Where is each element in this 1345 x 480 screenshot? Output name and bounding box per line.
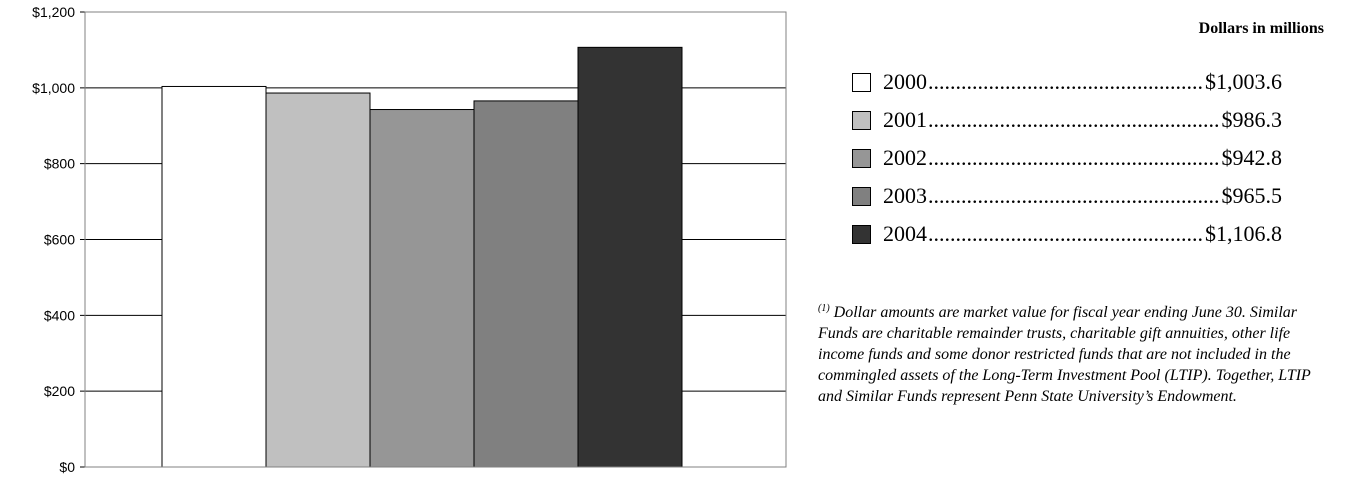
footnote: (1) Dollar amounts are market value for … [818,302,1318,407]
bar-2003 [473,100,579,468]
bars [161,46,683,468]
legend-swatch [852,110,871,130]
bar-2004 [577,46,683,468]
legend-swatch [852,224,871,244]
legend-value: $1,003.6 [1205,69,1282,94]
legend-year: 2003 [883,183,927,208]
y-tick-label: $200 [44,383,75,399]
bar-chart: $0 $200 $400 $600 $800 $1,000 $1,200 [32,4,787,475]
legend-value: $965.5 [1221,183,1283,208]
legend-item-2001: 2001 $986.3 [852,101,1282,139]
legend-value: $942.8 [1221,145,1283,170]
y-tick-labels: $0 $200 $400 $600 $800 $1,000 $1,200 [32,4,75,475]
legend-year: 2002 [883,145,927,170]
legend-swatch [852,72,871,92]
plot-area-frame [84,11,787,468]
legend-item-2003: 2003 $965.5 [852,177,1282,215]
footnote-marker: (1) [818,303,830,314]
leader-dots [928,69,1204,95]
leader-dots [928,107,1221,133]
legend-swatch [852,148,871,168]
legend: 2000 $1,003.6 2001 $986.3 2002 $942.8 2003 $965… [852,63,1282,253]
legend-item-2000: 2000 $1,003.6 [852,63,1282,101]
y-tick-label: $1,200 [32,4,75,20]
y-tick-label: $400 [44,307,75,323]
y-tick-label: $1,000 [32,80,75,96]
bar-2000 [161,85,267,468]
units-label: Dollars in millions [1198,20,1324,37]
leader-dots [928,183,1221,209]
legend-year: 2000 [883,69,927,94]
legend-year: 2001 [883,107,927,132]
y-tick-label: $800 [44,156,75,172]
leader-dots [928,145,1221,171]
legend-year: 2004 [883,221,927,246]
y-tick-label: $600 [44,232,75,248]
y-tick-label: $0 [59,459,75,475]
legend-panel: Dollars in millions 2000 $1,003.6 2001 $986… [818,0,1324,480]
bar-2001 [265,92,371,468]
bar-2002 [369,109,475,468]
legend-value: $1,106.8 [1205,221,1282,246]
legend-value: $986.3 [1221,107,1283,132]
footnote-text: Dollar amounts are market value for fisc… [818,304,1311,405]
legend-swatch [852,186,871,206]
legend-item-2004: 2004 $1,106.8 [852,215,1282,253]
legend-item-2002: 2002 $942.8 [852,139,1282,177]
leader-dots [928,221,1204,247]
